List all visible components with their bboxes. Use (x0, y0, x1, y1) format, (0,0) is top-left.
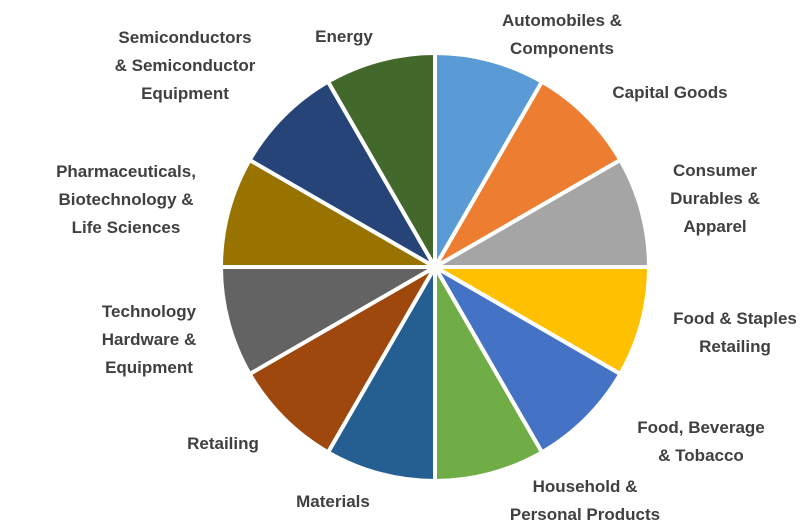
pie-slice (326, 51, 437, 269)
slice-label-line: Durables & (670, 189, 760, 208)
slice-label-line: Consumer (673, 161, 757, 180)
pie-slice (247, 79, 437, 269)
slice-label-line: Technology (102, 302, 197, 321)
slice-label-line: Pharmaceuticals, (56, 162, 196, 181)
pie-slice (219, 158, 437, 269)
pie-slice (247, 265, 437, 455)
slice-label: Food & Staples Retailing (673, 309, 797, 356)
pie-slice (326, 265, 437, 483)
slice-label-line: Retailing (699, 337, 771, 356)
pie-slice (433, 51, 544, 269)
slice-label: Technology Hardware & Equipment (102, 302, 197, 377)
slice-label-line: Capital Goods (612, 83, 727, 102)
slice-label: Consumer Durables & Apparel (670, 161, 760, 236)
pie-slice (219, 265, 437, 376)
slice-label-line: Apparel (683, 217, 746, 236)
slice-label-line: Semiconductors (118, 28, 251, 47)
slice-label-line: Biotechnology & (58, 190, 193, 209)
slice-label: Food, Beverage & Tobacco (637, 418, 765, 465)
pie-slices (219, 51, 651, 483)
slice-label-line: Automobiles & (502, 11, 622, 30)
slice-label-line: Retailing (187, 434, 259, 453)
pie-slice (433, 265, 544, 483)
slice-label-line: & Tobacco (658, 446, 744, 465)
slice-label: Pharmaceuticals, Biotechnology & Life Scie… (56, 162, 196, 237)
slice-label-line: & Semiconductor (115, 56, 256, 75)
slice-label: Automobiles & Components (502, 11, 622, 58)
slice-label: Materials (296, 492, 370, 511)
slice-label: Capital Goods (612, 83, 727, 102)
slice-label-line: Equipment (141, 84, 229, 103)
pie-slice (433, 158, 651, 269)
slice-label-line: Equipment (105, 358, 193, 377)
slice-label-line: Energy (315, 27, 373, 46)
slice-label-line: Food & Staples (673, 309, 797, 328)
pie-labels: Automobiles & Components Capital Goods Cons… (56, 11, 797, 523)
slice-label-line: Household & (533, 477, 638, 496)
pie-slice (433, 265, 651, 376)
slice-label-line: Components (510, 39, 614, 58)
slice-label: Semiconductors & Semiconductor Equipment (115, 28, 256, 103)
slice-label: Energy (315, 27, 373, 46)
slice-label: Retailing (187, 434, 259, 453)
pie-slice (433, 265, 623, 455)
slice-label: Household & Personal Products (510, 477, 660, 523)
slice-label-line: Food, Beverage (637, 418, 765, 437)
slice-label-line: Materials (296, 492, 370, 511)
pie-slice (433, 79, 623, 269)
slice-label-line: Life Sciences (72, 218, 181, 237)
slice-label-line: Hardware & (102, 330, 196, 349)
slice-label-line: Personal Products (510, 505, 660, 523)
